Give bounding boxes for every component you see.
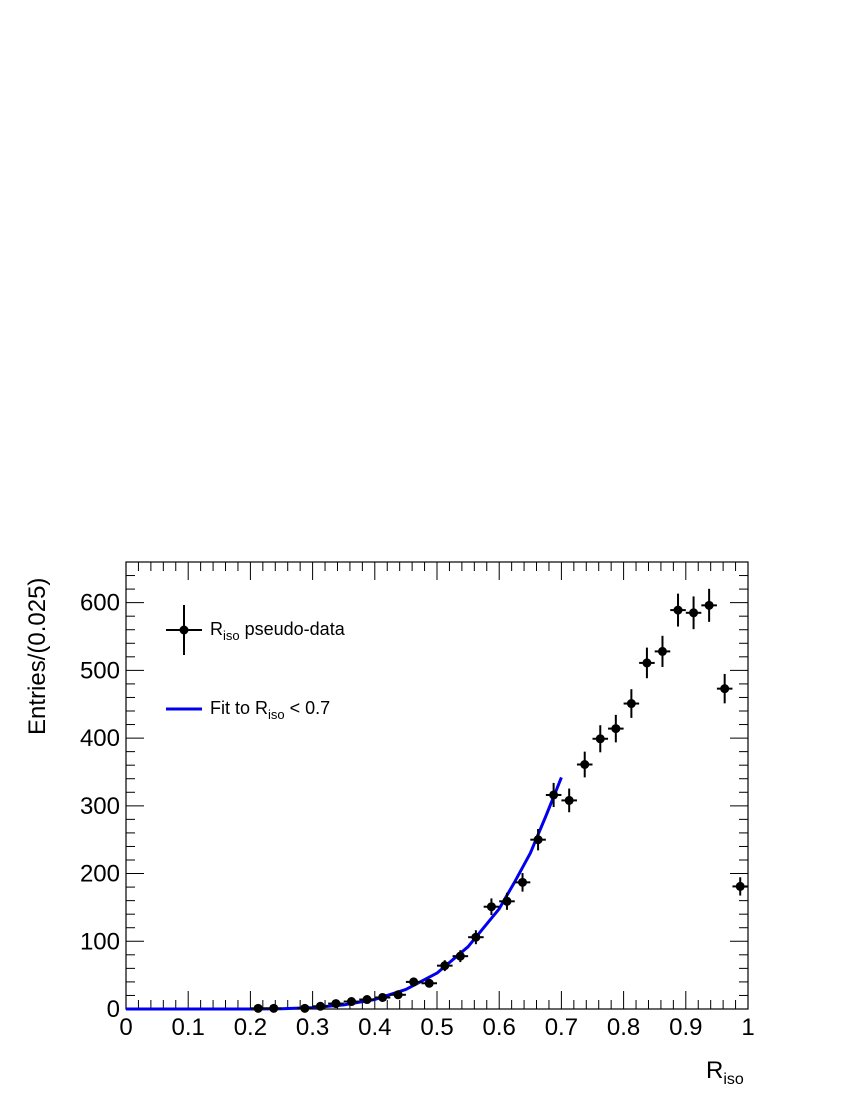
legend-fit-label: Fit to Riso < 0.7 [210, 698, 330, 722]
data-point [514, 873, 531, 892]
legend-fit-label-suffix: < 0.7 [285, 698, 331, 718]
data-point [639, 647, 655, 679]
data-point [312, 1001, 329, 1011]
data-point-marker [440, 961, 450, 971]
y-axis-title: Entries/(0.025) [24, 578, 51, 735]
x-tick-label: 0.2 [234, 1014, 267, 1041]
data-point-marker [362, 995, 372, 1005]
data-point [265, 1003, 282, 1013]
data-point [608, 714, 624, 743]
y-tick-label: 200 [80, 861, 120, 888]
data-point [670, 593, 686, 627]
data-point [623, 689, 640, 718]
data-point [250, 1003, 266, 1013]
x-tick-label: 0.5 [420, 1014, 453, 1041]
data-point-marker [611, 724, 621, 734]
data-point [592, 725, 609, 753]
data-point [374, 992, 391, 1002]
data-point-marker [502, 896, 512, 906]
x-tick-label: 0.7 [545, 1014, 578, 1041]
x-tick-label: 0.1 [172, 1014, 205, 1041]
legend-fit-label-sub: iso [268, 707, 285, 722]
data-point [483, 898, 500, 916]
data-point [468, 930, 484, 945]
data-point-marker [720, 684, 730, 694]
data-point [452, 950, 469, 963]
data-point-marker [300, 1003, 310, 1013]
data-point-marker [626, 699, 636, 709]
data-point-marker [269, 1003, 279, 1013]
legend-data-label-sub: iso [223, 628, 240, 643]
data-point [716, 673, 733, 704]
data-point-marker [471, 932, 481, 942]
data-point-marker [331, 999, 341, 1009]
data-point-marker [393, 990, 403, 1000]
legend-data-label: Riso pseudo-data [210, 619, 346, 643]
data-point-marker [315, 1001, 325, 1011]
data-point [405, 977, 422, 987]
data-point [343, 997, 360, 1007]
data-point-marker [549, 790, 559, 800]
data-point-marker [409, 977, 419, 987]
data-point [530, 828, 546, 851]
data-layer [250, 588, 748, 1013]
data-point-marker [455, 951, 465, 961]
data-point-marker [486, 902, 496, 912]
data-point-marker [564, 795, 574, 805]
data-point-marker [704, 600, 714, 610]
y-tick-label: 600 [80, 590, 120, 617]
legend-fit-label-prefix: Fit to R [210, 698, 268, 718]
data-point-marker [253, 1003, 263, 1013]
data-point-marker [642, 658, 652, 668]
y-tick-label: 0 [107, 996, 120, 1023]
data-point-marker [673, 605, 683, 615]
x-axis-title-main: R [706, 1057, 723, 1084]
x-axis-title: Riso [706, 1057, 744, 1088]
data-point-marker [657, 646, 667, 656]
data-point [421, 978, 437, 988]
data-point [437, 960, 453, 972]
y-tick-label: 300 [80, 793, 120, 820]
legend-data-label-name: pseudo-data [245, 619, 346, 639]
fit-layer [126, 776, 563, 1011]
data-point [297, 1003, 313, 1013]
y-tick-label: 100 [80, 928, 120, 955]
data-point [701, 588, 717, 622]
data-point-marker [689, 608, 699, 618]
data-point-marker [378, 992, 388, 1002]
x-tick-label: 0.9 [669, 1014, 702, 1041]
data-point [499, 892, 515, 910]
x-axis-title-sub: iso [723, 1071, 744, 1088]
legend-data-label-prefix: R [210, 619, 223, 639]
data-point-marker [735, 881, 745, 891]
x-tick-label: 0.3 [296, 1014, 329, 1041]
y-tick-label: 500 [80, 657, 120, 684]
data-point-marker [346, 997, 356, 1007]
data-point-marker [533, 835, 543, 845]
data-point [390, 990, 406, 1000]
axis-ticks: 0 0.1 0.2 0.3 0.4 0.5 0.6 0.7 0.8 0.9 1 0 100 200 300 4… [80, 561, 755, 1041]
x-tick-label: 0.6 [483, 1014, 516, 1041]
data-point [328, 999, 344, 1009]
y-tick-label: 400 [80, 725, 120, 752]
x-tick-label: 0.8 [607, 1014, 640, 1041]
x-tick-label: 1 [741, 1014, 754, 1041]
legend: Riso pseudo-data Fit to Riso < 0.7 [166, 605, 346, 722]
data-point-marker [424, 978, 434, 988]
x-tick-label: 0 [119, 1014, 132, 1041]
data-point-marker [580, 760, 590, 770]
data-point [685, 596, 702, 630]
data-point [732, 877, 748, 896]
x-tick-label: 0.4 [358, 1014, 391, 1041]
data-point-marker [518, 877, 528, 887]
data-point [576, 751, 593, 778]
data-point [561, 788, 577, 813]
data-point [545, 782, 562, 808]
data-point [359, 995, 375, 1005]
data-point-marker [595, 734, 605, 744]
data-point [654, 635, 671, 667]
fit-curve [126, 776, 563, 1011]
legend-data-marker-dot [179, 625, 189, 635]
